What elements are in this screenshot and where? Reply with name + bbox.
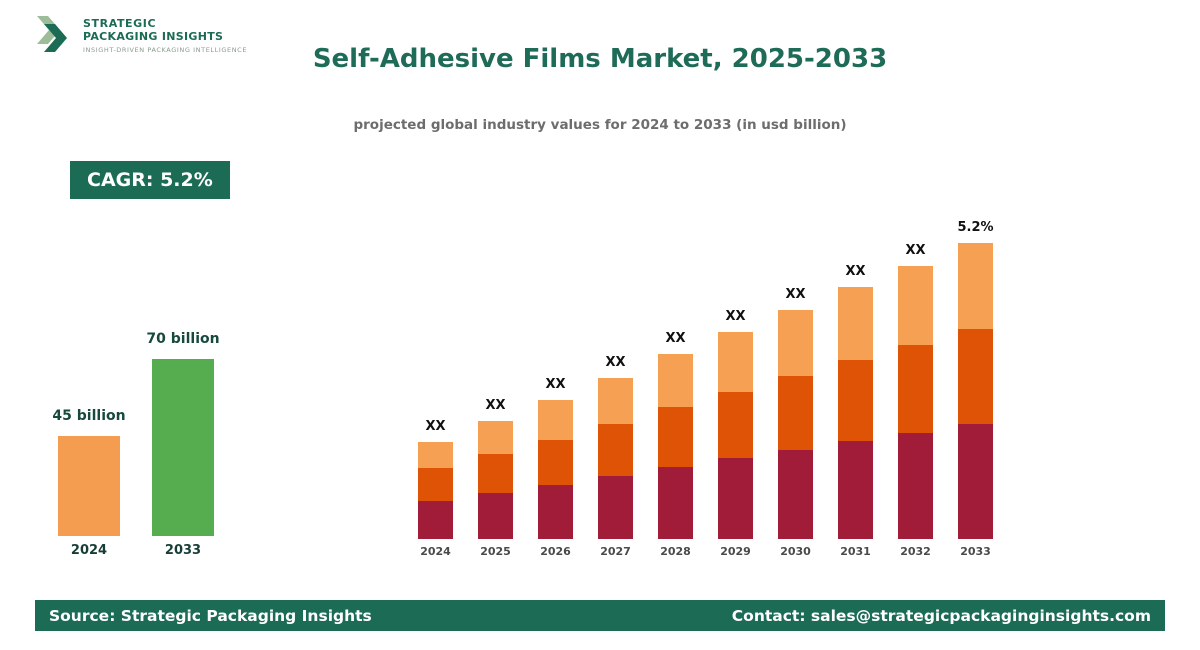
stacked-bar-2027: XX 2027 [598,355,633,558]
bar-year-label: 2032 [900,545,931,558]
summary-value-label: 70 billion [146,331,220,347]
growth-summary-chart: 45 billion 2024 70 billion 2033 [52,331,219,558]
segment-top [838,287,873,360]
segment-top [718,332,753,392]
footer-bar: Source: Strategic Packaging Insights Con… [35,600,1165,631]
summary-bar [152,359,214,536]
segment-bottom [598,476,633,539]
bar-stack [658,354,693,539]
segment-top [418,442,453,468]
bar-year-label: 2031 [840,545,871,558]
cagr-badge: CAGR: 5.2% [70,161,230,199]
stacked-bar-2032: XX 2032 [898,243,933,558]
stacked-bar-2033: 5.2% 2033 [957,220,994,558]
bar-year-label: 2030 [780,545,811,558]
bar-value-label: XX [845,264,866,279]
bar-stack [538,400,573,539]
segment-middle [838,360,873,441]
segment-bottom [418,501,453,539]
segment-bottom [658,467,693,539]
page-subtitle: projected global industry values for 202… [353,117,847,133]
segment-middle [598,424,633,476]
stacked-bar-chart: XX 2024 XX 2025 XX 2026 XX 2027 XX 2028 XX 2029 XX 20… [418,220,994,558]
segment-top [778,310,813,376]
summary-value-label: 45 billion [52,408,126,424]
stacked-bar-2029: XX 2029 [718,309,753,558]
bar-year-label: 2026 [540,545,571,558]
logo-line1: STRATEGIC [83,16,157,30]
segment-top [478,421,513,454]
page-title: Self-Adhesive Films Market, 2025-2033 [312,44,888,74]
logo-icon [37,16,67,52]
bar-value-label: XX [545,377,566,392]
segment-top [538,400,573,440]
segment-middle [898,345,933,433]
summary-year-label: 2033 [164,543,202,558]
source-text: Source: Strategic Packaging Insights [49,606,372,625]
segment-middle [418,468,453,501]
summary-bar-2033: 70 billion 2033 [146,331,219,558]
bar-stack [418,442,453,539]
segment-top [958,243,993,329]
bar-stack [958,243,993,539]
segment-middle [538,440,573,485]
summary-bar [58,436,120,536]
segment-top [658,354,693,407]
bar-value-label: XX [425,419,446,434]
segment-bottom [958,424,993,539]
segment-middle [478,454,513,493]
bar-value-label: XX [605,355,626,370]
segment-middle [778,376,813,450]
bar-year-label: 2028 [660,545,691,558]
bar-stack [478,421,513,539]
bar-year-label: 2033 [960,545,991,558]
segment-middle [718,392,753,458]
segment-top [898,266,933,345]
bar-value-label: XX [665,331,686,346]
bar-stack [778,310,813,539]
logo-tagline: INSIGHT-DRIVEN PACKAGING INTELLIGENCE [83,45,248,54]
segment-middle [658,407,693,467]
bar-year-label: 2025 [480,545,511,558]
bar-stack [718,332,753,539]
bar-value-label: XX [725,309,746,324]
bar-stack [898,266,933,539]
bar-value-label: XX [785,287,806,302]
logo-line2: PACKAGING INSIGHTS [83,29,224,43]
segment-bottom [538,485,573,539]
segment-bottom [838,441,873,539]
bar-stack [838,287,873,539]
stacked-bar-2028: XX 2028 [658,331,693,558]
segment-bottom [718,458,753,539]
bar-value-label: XX [905,243,926,258]
logo-text: STRATEGIC PACKAGING INSIGHTS INSIGHT-DRI… [83,17,247,54]
bar-year-label: 2024 [420,545,451,558]
contact-text: Contact: sales@strategicpackaginginsight… [731,606,1151,625]
stacked-bar-2026: XX 2026 [538,377,573,558]
stacked-bar-2031: XX 2031 [838,264,873,558]
summary-year-label: 2024 [70,543,108,558]
bar-stack [598,378,633,539]
stacked-bar-2030: XX 2030 [778,287,813,558]
logo: STRATEGIC PACKAGING INSIGHTS INSIGHT-DRI… [35,14,247,56]
segment-bottom [478,493,513,539]
stacked-bar-2025: XX 2025 [478,398,513,558]
segment-bottom [778,450,813,539]
summary-bar-2024: 45 billion 2024 [52,408,125,558]
segment-middle [958,329,993,424]
bar-value-label: XX [485,398,506,413]
segment-top [598,378,633,424]
stacked-bar-2024: XX 2024 [418,419,453,558]
segment-bottom [898,433,933,539]
bar-year-label: 2029 [720,545,751,558]
bar-value-label: 5.2% [957,220,994,235]
bar-year-label: 2027 [600,545,631,558]
